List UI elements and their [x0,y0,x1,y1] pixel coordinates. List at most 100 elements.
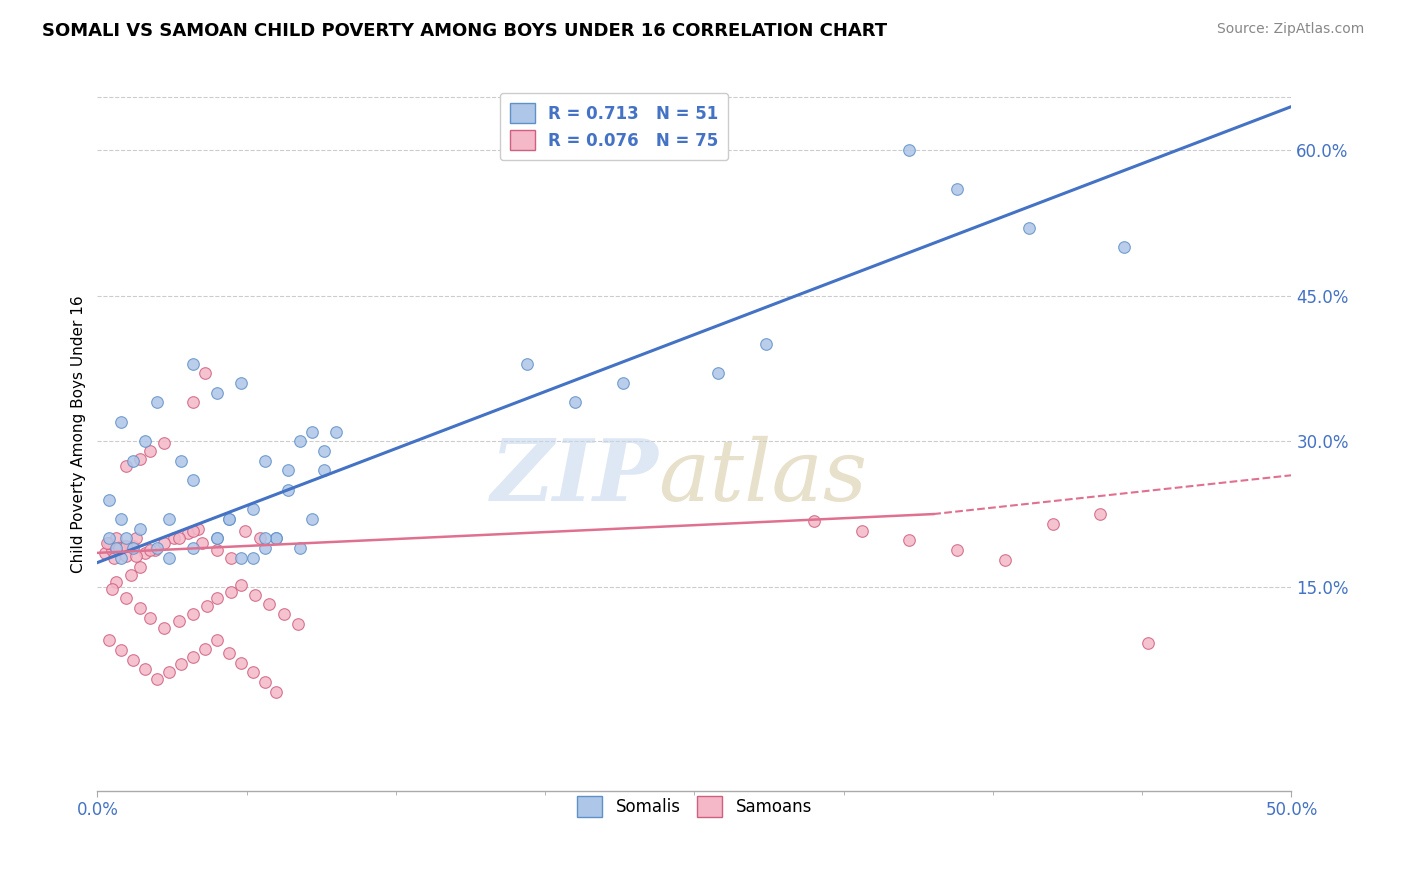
Point [242,665,264,680]
Legend: Somalis, Samoans: Somalis, Samoans [568,788,820,825]
Point [157,665,180,680]
Point [146,541,169,555]
Point [129,451,152,466]
Point [105,532,128,546]
Point [181,357,204,371]
Point [108,541,131,555]
Point [290,541,312,555]
Point [93,546,115,560]
Point [146,672,169,686]
Point [253,541,276,555]
Point [122,541,145,555]
Point [325,425,347,439]
Point [314,444,336,458]
Point [105,541,128,555]
Point [243,588,266,602]
Point [115,591,138,606]
Point [301,512,323,526]
Point [229,656,252,670]
Point [290,434,312,449]
Point [194,642,217,657]
Point [181,473,204,487]
Point [177,526,200,541]
Point [219,584,242,599]
Point [103,550,125,565]
Point [115,549,138,563]
Point [105,574,128,589]
Point [851,524,873,538]
Point [277,463,299,477]
Point [898,143,921,157]
Point [153,436,176,450]
Point [124,549,146,563]
Point [170,453,193,467]
Point [157,512,180,526]
Point [205,633,228,648]
Point [115,458,138,473]
Point [124,532,146,546]
Point [266,532,288,546]
Point [266,684,288,698]
Point [229,550,252,565]
Point [242,502,264,516]
Point [218,512,240,526]
Point [181,524,204,538]
Point [803,514,825,528]
Point [612,376,634,390]
Point [266,532,288,546]
Point [139,611,162,625]
Point [134,662,156,676]
Point [98,536,121,550]
Point [205,385,228,400]
Point [153,536,176,550]
Point [153,621,176,635]
Point [105,541,128,555]
Point [301,425,323,439]
Point [287,616,309,631]
Point [139,444,162,458]
Point [163,532,186,546]
Point [249,532,271,546]
Text: atlas: atlas [658,435,868,518]
Point [181,541,204,555]
Point [157,550,180,565]
Text: SOMALI VS SAMOAN CHILD POVERTY AMONG BOYS UNDER 16 CORRELATION CHART: SOMALI VS SAMOAN CHILD POVERTY AMONG BOY… [42,22,887,40]
Point [98,532,121,546]
Point [229,376,252,390]
Point [195,599,218,614]
Point [259,597,281,611]
Text: Source: ZipAtlas.com: Source: ZipAtlas.com [1216,22,1364,37]
Point [143,543,166,558]
Point [98,633,121,648]
Point [96,536,118,550]
Point [110,550,132,565]
Point [134,434,156,449]
Point [170,657,193,672]
Point [946,182,969,196]
Point [229,578,252,592]
Point [253,532,276,546]
Point [115,532,138,546]
Text: ZIP: ZIP [491,435,658,518]
Point [219,550,242,565]
Point [122,453,145,467]
Point [129,601,152,615]
Point [1090,507,1112,521]
Point [110,512,132,526]
Point [115,539,138,553]
Point [181,395,204,409]
Point [898,533,921,548]
Y-axis label: Child Poverty Among Boys Under 16: Child Poverty Among Boys Under 16 [72,295,86,573]
Point [100,543,122,558]
Point [235,524,257,538]
Point [129,560,152,574]
Point [181,649,204,664]
Point [194,367,217,381]
Point [273,607,295,621]
Point [253,674,276,689]
Point [218,512,240,526]
Point [167,614,190,628]
Point [277,483,299,497]
Point [167,532,190,546]
Point [253,453,276,467]
